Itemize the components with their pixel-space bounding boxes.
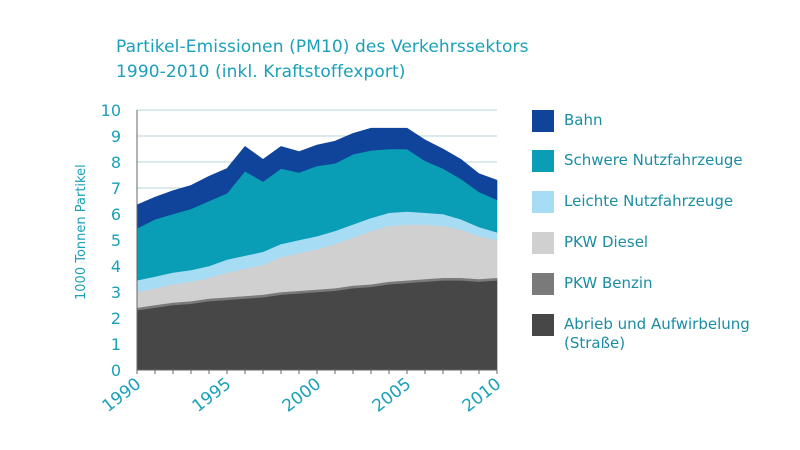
x-tick-label: 2010	[459, 374, 505, 416]
legend-label: PKW Diesel	[564, 233, 649, 251]
y-tick-label: 5	[111, 231, 121, 250]
y-tick-label: 1	[111, 335, 121, 354]
y-tick-label: 3	[111, 283, 121, 302]
legend-swatch	[532, 150, 554, 172]
x-tick-label: 1990	[99, 374, 145, 416]
y-tick-label: 7	[111, 179, 121, 198]
y-tick-label: 8	[111, 153, 121, 172]
legend-label: Schwere Nutzfahrzeuge	[564, 151, 743, 169]
legend-swatch	[532, 191, 554, 213]
legend-label: PKW Benzin	[564, 274, 653, 292]
legend-label: Leichte Nutzfahrzeuge	[564, 192, 734, 210]
legend-swatch	[532, 232, 554, 254]
x-tick-label: 2000	[279, 374, 325, 416]
x-tick-label: 2005	[369, 374, 415, 416]
chart-title-line-1: Partikel-Emissionen (PM10) des Verkehrss…	[116, 37, 529, 57]
y-tick-label: 2	[111, 309, 121, 328]
legend-swatch	[532, 110, 554, 132]
legend-label: Abrieb und Aufwirbelung (Straße)	[564, 315, 750, 352]
y-tick-label: 6	[111, 205, 121, 224]
legend-label: Bahn	[564, 111, 603, 129]
area-series	[136, 127, 498, 229]
stacked-areas	[136, 127, 498, 371]
y-tick-label: 4	[111, 257, 121, 276]
legend-swatch	[532, 314, 554, 336]
y-tick-label: 10	[101, 101, 121, 120]
legend-swatch	[532, 273, 554, 295]
x-tick-label: 1995	[189, 374, 235, 416]
chart-title-line-2: 1990-2010 (inkl. Kraftstoffexport)	[116, 62, 406, 82]
y-tick-label: 0	[111, 361, 121, 380]
y-axis-label: 1000 Tonnen Partikel	[74, 164, 89, 300]
y-tick-label: 9	[111, 127, 121, 146]
